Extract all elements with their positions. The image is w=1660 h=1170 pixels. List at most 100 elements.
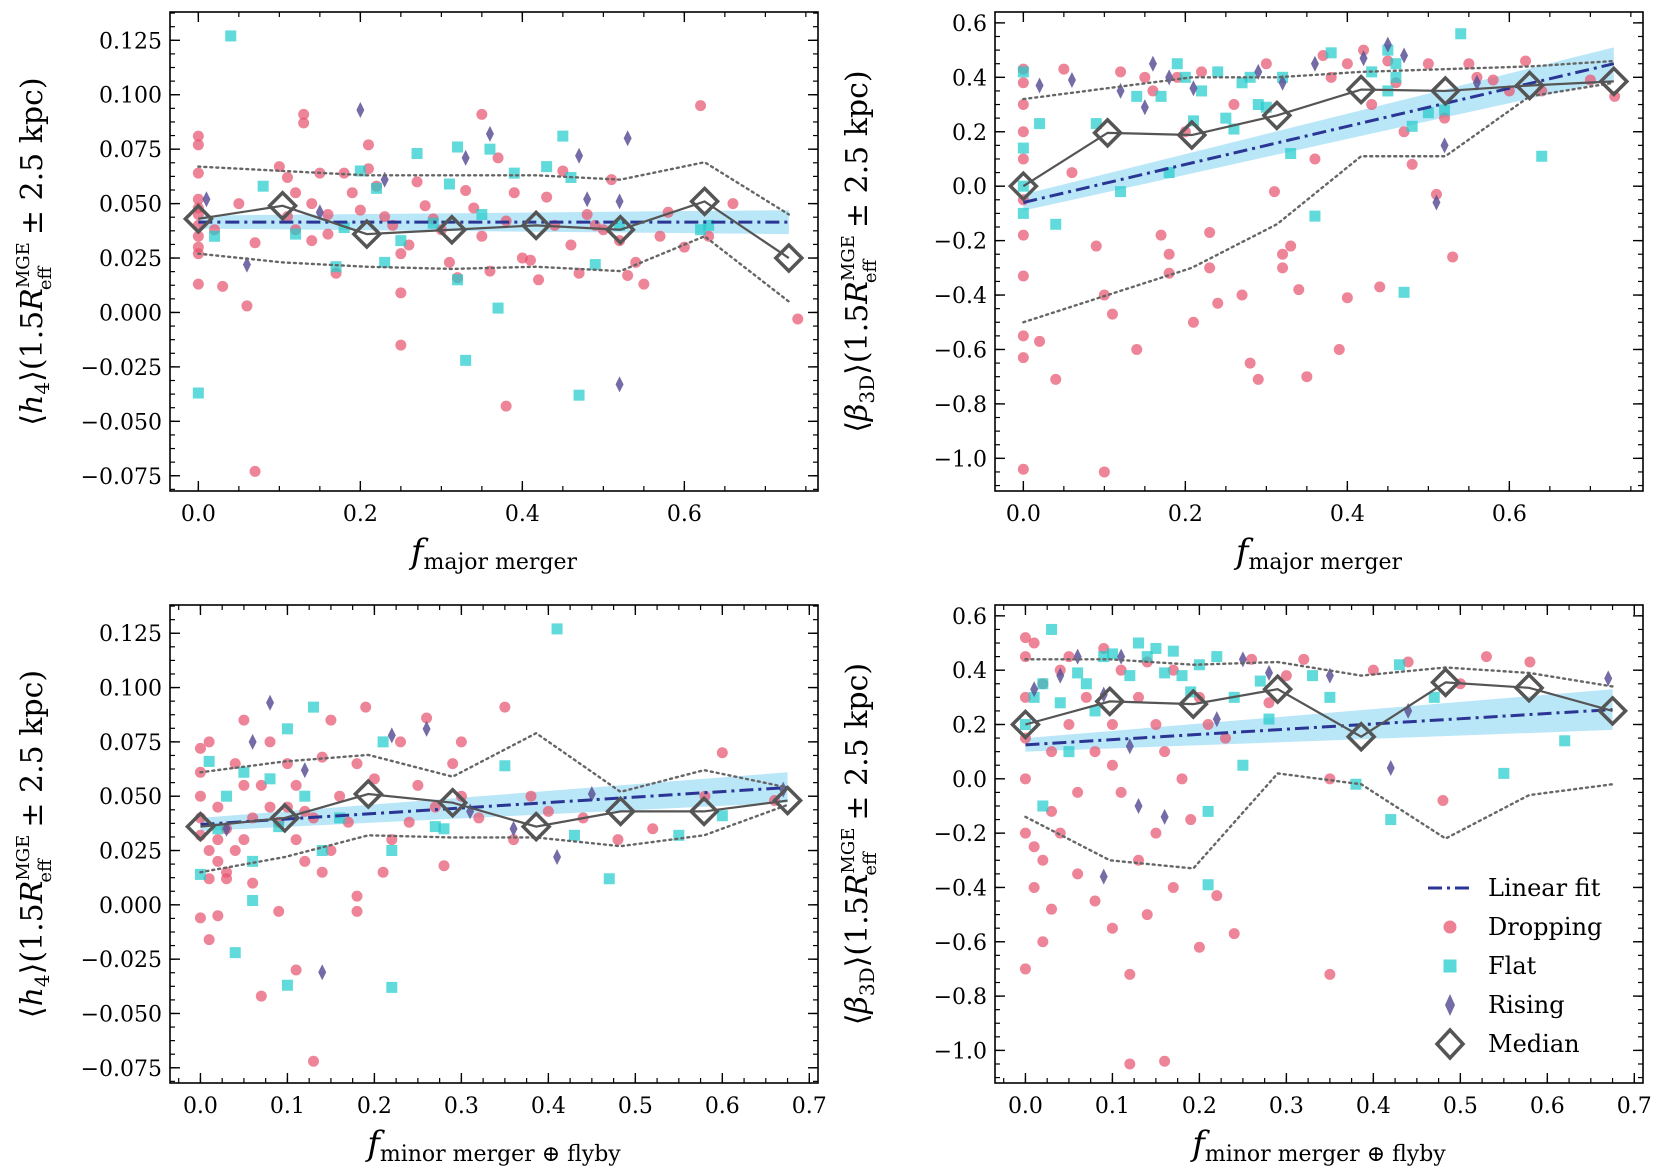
y-tick-label: 0.0 (952, 175, 987, 200)
flat-point (1124, 670, 1136, 682)
y-tick-label: 0.2 (952, 121, 987, 146)
rising-point (1264, 664, 1273, 681)
rising-point (422, 720, 431, 737)
dropping-point (1155, 229, 1167, 241)
lower-percentile-line (1024, 772, 1614, 870)
y-label-symbol-subscript: 4 (30, 974, 54, 987)
flat-point (1115, 186, 1127, 198)
rising-point (553, 849, 562, 866)
dropping-point (1037, 854, 1049, 866)
median-marker (1262, 673, 1294, 705)
dropping-point (322, 228, 334, 240)
rising-point (1125, 738, 1134, 755)
flat-point (247, 855, 259, 867)
flat-point (1034, 118, 1046, 130)
dropping-point (1080, 691, 1092, 703)
x-tick-label: 0.6 (705, 1094, 740, 1119)
median-marker (773, 242, 805, 274)
rising-point (461, 149, 470, 166)
dropping-point (1066, 167, 1078, 179)
x-tick-label: 0.0 (1008, 1094, 1043, 1119)
dropping-point (1187, 316, 1199, 328)
y-tick-label: −0.2 (934, 230, 987, 255)
dropping-point (281, 211, 293, 223)
y-axis-label: ⟨h4⟩(1.5RMGEeff ± 2.5 kpc) (13, 670, 56, 1018)
rising-point (1278, 74, 1287, 91)
rising-point (1134, 797, 1143, 814)
dropping-point (192, 139, 204, 151)
median-marker (1430, 666, 1462, 698)
dropping-point (1301, 371, 1313, 383)
dropping-point (1017, 229, 1029, 241)
dropping-point (1211, 890, 1223, 902)
dropping-point (1028, 841, 1040, 853)
rising-point (1432, 194, 1441, 211)
dropping-point (241, 300, 253, 312)
dropping-point (192, 208, 204, 220)
y-tick-label: −0.2 (934, 822, 987, 847)
flat-point (1017, 66, 1029, 78)
flat-point (203, 755, 215, 767)
y-tick-label: 0.025 (99, 840, 162, 865)
flat-point (386, 981, 398, 993)
flat-point (1150, 642, 1162, 654)
dropping-point (1089, 746, 1101, 758)
flat-point (551, 623, 563, 635)
dropping-point (368, 773, 380, 785)
flat-point (316, 845, 328, 857)
y-label-radius: R (15, 288, 50, 312)
dropping-point (203, 845, 215, 857)
x-tick-label: 0.4 (531, 1094, 566, 1119)
dropping-point (1063, 651, 1075, 663)
y-tick-label: 0.6 (952, 605, 987, 630)
dropping-point (1046, 903, 1058, 915)
dropping-point (1106, 922, 1118, 934)
flat-point (1559, 735, 1571, 747)
x-axis-label: fminor merger ⊕ flyby (364, 1124, 621, 1167)
rising-point (623, 130, 632, 147)
x-axis-label: fminor merger ⊕ flyby (1189, 1124, 1446, 1167)
dropping-point (255, 990, 267, 1002)
flat-point (452, 141, 464, 153)
flat-point (395, 235, 407, 247)
y-label-radius: R (840, 874, 875, 898)
dropping-point (325, 714, 337, 726)
dropping-point (1115, 664, 1127, 676)
y-label-radius-subscript: eff (860, 258, 881, 283)
dropping-point (192, 230, 204, 242)
dropping-point (612, 834, 624, 846)
flat-point (1167, 645, 1179, 657)
flat-point (1063, 746, 1075, 758)
flat-point (492, 302, 504, 314)
x-tick-label: 0.4 (1330, 502, 1365, 527)
dropping-point (217, 280, 229, 292)
dropping-point (306, 235, 318, 247)
y-label-symbol: h (15, 395, 50, 414)
median-marker (1092, 117, 1124, 149)
dropping-point (1263, 697, 1275, 709)
upper-percentile-line (197, 160, 791, 216)
dropping-point (1017, 153, 1029, 165)
flat-point (1046, 623, 1058, 635)
rising-point (1140, 99, 1149, 116)
dropping-point (1124, 1058, 1136, 1070)
x-tick-label: 0.1 (1095, 1094, 1130, 1119)
rising-point (266, 694, 275, 711)
dropping-point (1017, 99, 1029, 111)
y-label-suffix: ± 2.5 kpc) (15, 77, 50, 244)
flat-point (1393, 659, 1405, 671)
dropping-point (654, 230, 666, 242)
y-label-open-bracket: ⟨ (15, 414, 50, 426)
flat-point (1028, 691, 1040, 703)
dropping-point (1520, 55, 1532, 67)
rising-point (1148, 55, 1157, 72)
flat-point (557, 130, 569, 142)
dropping-point (1106, 308, 1118, 320)
x-tick-label: 0.0 (183, 1094, 218, 1119)
y-label-prefix: ⟩(1.5 (15, 311, 50, 382)
dropping-point (476, 108, 488, 120)
flat-point (438, 823, 450, 835)
dropping-point (1046, 805, 1058, 817)
y-label-open-bracket: ⟨ (840, 421, 875, 433)
x-tick-label: 0.2 (1168, 502, 1203, 527)
